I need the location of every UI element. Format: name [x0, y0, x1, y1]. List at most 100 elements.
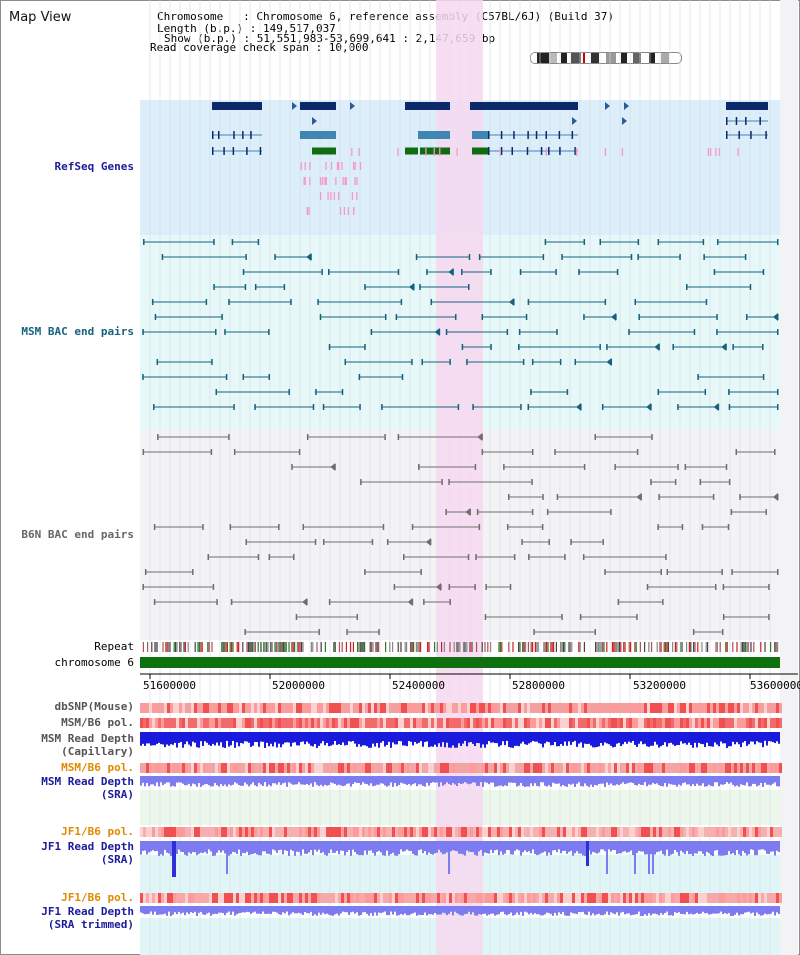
dbsnp-heat — [722, 703, 725, 713]
jf1-b6-pol-heat-2 — [299, 893, 302, 903]
jf1-b6-pol-heat — [731, 827, 734, 837]
jf1-sra-depth-bar — [524, 841, 526, 851]
b6n-bac-pair-end — [448, 584, 451, 590]
jf1-sra-depth-bar — [346, 841, 348, 853]
msm-b6-pol-heat-2 — [269, 763, 272, 773]
jf1-trimmed-depth-bar — [584, 906, 586, 915]
jf1-sra-depth-bar — [254, 841, 256, 854]
jf1-trimmed-depth-bar — [222, 906, 224, 914]
msm-capillary-depth-bar — [440, 732, 442, 747]
msm-bac-pair-end — [411, 359, 413, 365]
msm-capillary-depth-bar — [498, 732, 500, 747]
jf1-sra-depth-bar — [366, 841, 368, 855]
msm-b6-pol-heat-2 — [596, 763, 599, 773]
repeat-mark — [147, 642, 149, 652]
msm-b6-pol-heat-2 — [161, 763, 164, 773]
msm-b6-pol-heat-2 — [680, 763, 683, 773]
msm-capillary-depth-bar — [446, 732, 448, 743]
repeat-mark — [338, 642, 340, 652]
jf1-trimmed-depth-bar — [320, 906, 322, 915]
jf1-b6-pol-heat — [746, 827, 749, 837]
jf1-b6-pol-heat — [566, 827, 569, 837]
track-label-msm-depth-capillary: MSM Read Depth — [41, 732, 134, 745]
msm-b6-pol-heat — [395, 718, 398, 728]
dbsnp-heat — [578, 703, 581, 713]
jf1-b6-pol-heat — [659, 827, 662, 837]
jf1-sra-depth-bar — [326, 841, 328, 856]
b6n-bac-pair-end — [528, 554, 530, 560]
msm-capillary-depth-bar — [614, 732, 616, 747]
msm-bac-pair-end — [205, 299, 208, 305]
b6n-bac-pair-end — [192, 569, 194, 575]
jf1-sra-depth-bar — [766, 841, 768, 854]
msm-b6-pol-heat — [365, 718, 368, 728]
msm-bac-pair-end — [744, 254, 747, 260]
msm-capillary-depth-bar — [348, 732, 350, 742]
repeat-mark — [288, 642, 290, 652]
msm-capillary-depth-bar — [698, 732, 700, 743]
jf1-trimmed-depth-bar — [178, 906, 180, 912]
jf1-trimmed-depth-bar — [260, 906, 262, 914]
b6n-bac-pair-end — [725, 464, 728, 470]
b6n-bac-pair-end — [646, 584, 649, 590]
msm-capillary-depth-bar — [162, 732, 164, 745]
msm-sra-depth-bar — [322, 776, 324, 787]
msm-sra-depth-bar — [654, 776, 656, 785]
dbsnp-heat — [365, 703, 368, 713]
msm-capillary-depth-bar — [234, 732, 236, 748]
jf1-trimmed-depth-bar — [566, 906, 568, 916]
b6n-bac-pair-end — [699, 479, 702, 485]
jf1-trimmed-depth-bar — [574, 906, 576, 914]
msm-sra-depth-bar — [438, 776, 440, 787]
msm-b6-pol-heat — [638, 718, 641, 728]
jf1-trimmed-depth-bar — [696, 906, 698, 913]
msm-b6-pol-heat-2 — [533, 763, 536, 773]
msm-b6-pol-heat-2 — [191, 763, 194, 773]
msm-b6-pol-heat — [569, 718, 572, 728]
msm-bac-pair-end — [228, 299, 230, 305]
repeat-mark — [490, 642, 492, 652]
msm-b6-pol-heat — [563, 718, 566, 728]
msm-sra-depth-bar — [580, 776, 582, 787]
jf1-b6-pol-heat — [164, 827, 167, 837]
jf1-b6-pol-heat — [740, 827, 743, 837]
pseudo-gene-mark — [347, 207, 349, 215]
repeat-mark — [427, 642, 429, 652]
jf1-sra-depth-bar — [240, 841, 242, 856]
jf1-b6-pol-heat — [773, 827, 776, 837]
repeat-mark — [672, 642, 674, 652]
jf1-trimmed-depth-bar — [704, 906, 706, 914]
msm-b6-pol-heat — [260, 718, 263, 728]
jf1-trimmed-depth-bar — [690, 906, 692, 914]
jf1-trimmed-depth-bar — [630, 906, 632, 916]
msm-capillary-depth-bar — [390, 732, 392, 748]
chromosome-ideogram[interactable] — [530, 52, 682, 64]
repeat-mark — [400, 642, 402, 652]
repeat-mark — [359, 642, 361, 652]
msm-b6-pol-heat-2 — [731, 763, 734, 773]
msm-sra-depth-bar — [772, 776, 774, 784]
msm-b6-pol-heat — [527, 718, 530, 728]
msm-capillary-depth-bar — [210, 732, 212, 746]
msm-sra-depth-bar — [266, 776, 268, 787]
msm-b6-pol-heat-2 — [773, 763, 776, 773]
msm-sra-depth-bar — [710, 776, 712, 786]
msm-b6-pol-heat — [212, 718, 215, 728]
msm-sra-depth-bar — [578, 776, 580, 783]
jf1-sra-depth-bar — [674, 841, 676, 850]
msm-sra-depth-bar — [758, 776, 760, 786]
gene-exon-tick — [233, 131, 235, 139]
jf1-sra-depth-bar — [680, 841, 682, 851]
msm-capillary-depth-bar — [262, 732, 264, 742]
jf1-b6-pol-heat — [554, 827, 557, 837]
jf1-b6-pol-heat — [365, 827, 368, 837]
repeat-mark — [481, 642, 483, 652]
msm-b6-pol-heat — [359, 718, 362, 728]
jf1-sra-depth-bar — [228, 841, 230, 856]
msm-sra-depth-bar — [608, 776, 610, 785]
dbsnp-heat — [767, 703, 770, 713]
msm-b6-pol-heat — [242, 718, 245, 728]
dbsnp-heat — [224, 703, 227, 713]
msm-capillary-depth-bar — [704, 732, 706, 748]
